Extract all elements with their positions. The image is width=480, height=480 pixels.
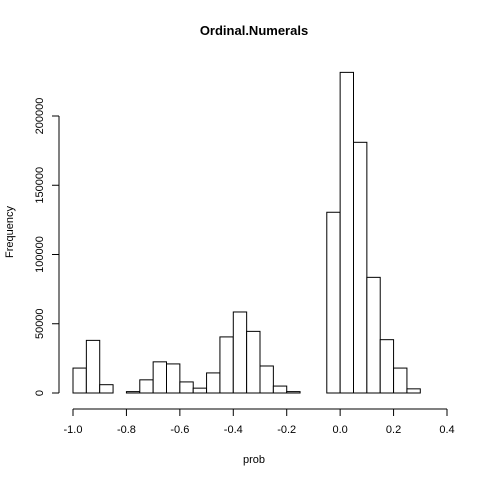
histogram-bar bbox=[99, 384, 114, 394]
histogram-bar bbox=[206, 372, 221, 394]
y-tick-label: 200000 bbox=[34, 98, 46, 135]
x-tick-label: -1.0 bbox=[64, 424, 83, 436]
histogram-bar bbox=[219, 336, 234, 394]
histogram-bar bbox=[272, 385, 288, 394]
chart-title: Ordinal.Numerals bbox=[200, 23, 308, 38]
x-axis: -1.0 -0.8 -0.6 -0.4 -0.2 0.0 0.2 0.4 bbox=[64, 408, 455, 436]
y-tick-label: 100000 bbox=[34, 236, 46, 273]
histogram-bar bbox=[246, 330, 261, 394]
histogram-bar bbox=[179, 381, 194, 394]
y-tick-label: 150000 bbox=[34, 167, 46, 204]
histogram-bar bbox=[139, 379, 154, 394]
histogram-bar bbox=[85, 339, 101, 394]
x-tick-label: 0.4 bbox=[439, 424, 454, 436]
histogram-bar bbox=[326, 211, 341, 394]
histogram-bar bbox=[406, 388, 421, 394]
histogram-bar bbox=[353, 141, 368, 394]
x-tick-label: -0.4 bbox=[224, 424, 243, 436]
y-tick-label: 0 bbox=[34, 390, 46, 396]
histogram-bar bbox=[366, 276, 381, 394]
x-tick-label: -0.6 bbox=[170, 424, 189, 436]
histogram-bar bbox=[72, 367, 87, 394]
histogram-bar bbox=[192, 387, 208, 394]
y-axis: 0 50000 100000 150000 200000 bbox=[34, 98, 60, 396]
y-axis-label: Frequency bbox=[4, 206, 16, 258]
histogram-bar bbox=[152, 361, 167, 394]
bars-group bbox=[72, 71, 421, 394]
histogram-bar bbox=[339, 71, 355, 394]
histogram-bar bbox=[125, 391, 141, 394]
histogram-bar bbox=[393, 367, 408, 394]
x-axis-label: prob bbox=[243, 454, 265, 466]
histogram-bar bbox=[379, 339, 395, 394]
histogram-bar bbox=[166, 363, 181, 394]
histogram-bar bbox=[286, 391, 301, 394]
x-tick-label: 0.2 bbox=[386, 424, 401, 436]
histogram-bar bbox=[259, 365, 274, 394]
y-tick-label: 50000 bbox=[34, 308, 46, 339]
x-tick-label: 0.0 bbox=[332, 424, 347, 436]
x-tick-label: -0.8 bbox=[117, 424, 136, 436]
x-tick-label: -0.2 bbox=[277, 424, 296, 436]
histogram-bar bbox=[232, 311, 248, 394]
